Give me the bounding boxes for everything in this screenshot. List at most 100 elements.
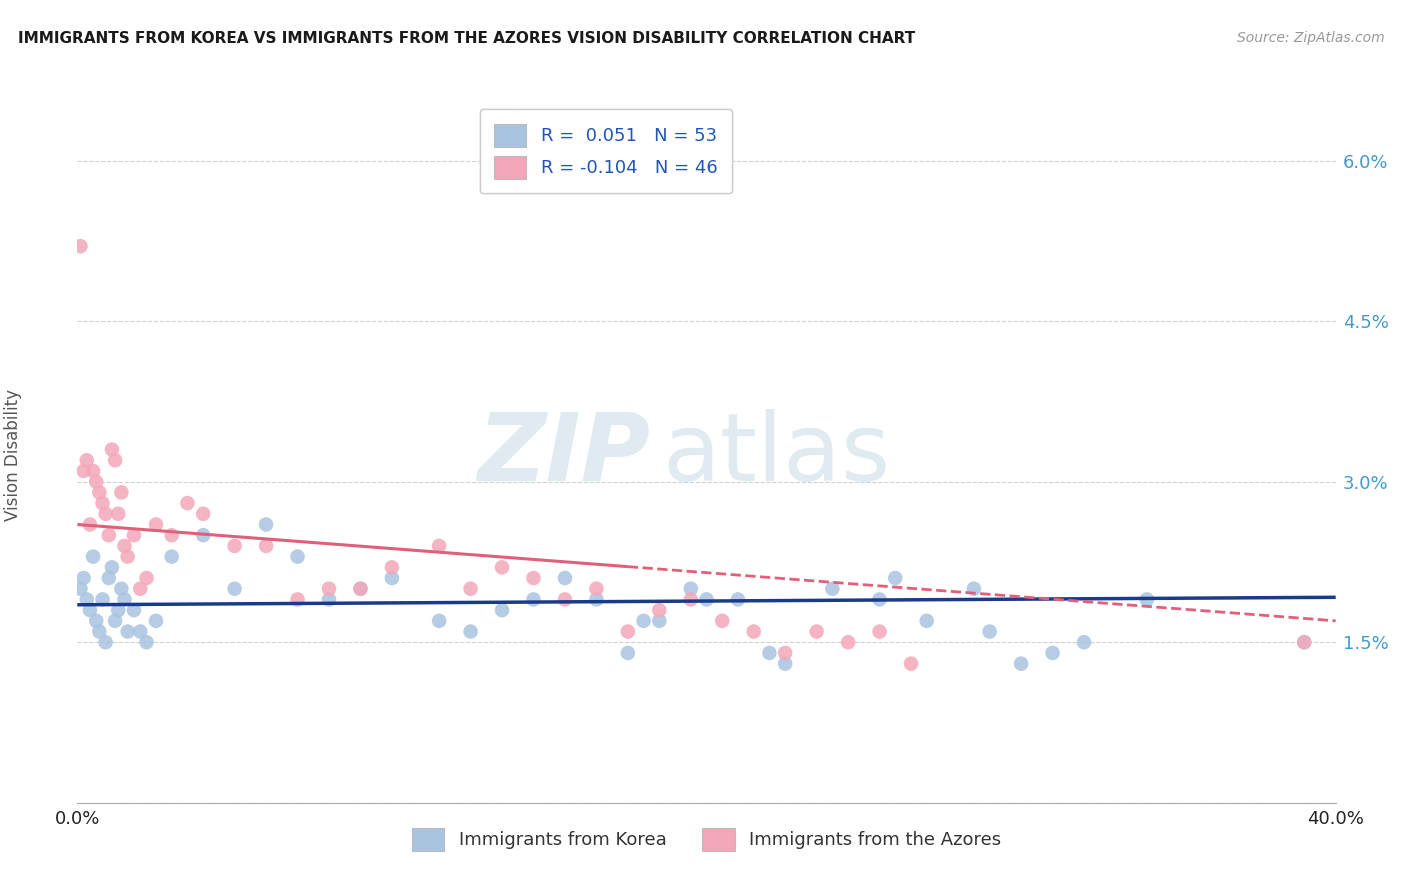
Point — [349, 582, 371, 596]
Point — [84, 614, 107, 628]
Point — [821, 582, 844, 596]
Point — [72, 464, 94, 478]
Point — [76, 453, 98, 467]
Point — [648, 614, 671, 628]
Point — [224, 582, 246, 596]
Point — [869, 624, 891, 639]
Point — [160, 549, 183, 564]
Point — [711, 614, 734, 628]
Point — [97, 571, 120, 585]
Point — [104, 453, 127, 467]
Point — [1294, 635, 1316, 649]
Point — [101, 442, 124, 457]
Point — [191, 507, 215, 521]
Point — [460, 624, 482, 639]
Point — [122, 603, 145, 617]
Y-axis label: Vision Disability: Vision Disability — [4, 389, 21, 521]
Point — [101, 560, 124, 574]
Point — [110, 485, 132, 500]
Point — [522, 571, 544, 585]
Point — [679, 592, 702, 607]
Text: atlas: atlas — [662, 409, 891, 501]
Point — [979, 624, 1001, 639]
Point — [72, 571, 94, 585]
Point — [617, 624, 640, 639]
Point — [76, 592, 98, 607]
Point — [554, 571, 576, 585]
Point — [129, 582, 152, 596]
Point — [1042, 646, 1064, 660]
Point — [427, 539, 450, 553]
Point — [135, 635, 157, 649]
Point — [69, 239, 91, 253]
Point — [114, 539, 136, 553]
Point — [122, 528, 145, 542]
Point — [287, 592, 309, 607]
Point — [915, 614, 938, 628]
Point — [837, 635, 859, 649]
Point — [104, 614, 127, 628]
Point — [89, 485, 111, 500]
Point — [94, 507, 117, 521]
Point — [460, 582, 482, 596]
Point — [91, 496, 114, 510]
Point — [254, 517, 277, 532]
Point — [129, 624, 152, 639]
Point — [554, 592, 576, 607]
Point — [110, 582, 132, 596]
Point — [900, 657, 922, 671]
Point — [806, 624, 828, 639]
Point — [1010, 657, 1032, 671]
Point — [79, 517, 101, 532]
Point — [963, 582, 986, 596]
Point — [318, 592, 340, 607]
Point — [145, 517, 167, 532]
Point — [145, 614, 167, 628]
Point — [381, 571, 404, 585]
Point — [1073, 635, 1095, 649]
Point — [1294, 635, 1316, 649]
Point — [107, 603, 129, 617]
Point — [97, 528, 120, 542]
Point — [884, 571, 907, 585]
Point — [160, 528, 183, 542]
Point — [91, 592, 114, 607]
Point — [758, 646, 780, 660]
Point — [491, 560, 513, 574]
Point — [585, 592, 607, 607]
Text: Source: ZipAtlas.com: Source: ZipAtlas.com — [1237, 31, 1385, 45]
Point — [114, 592, 136, 607]
Point — [224, 539, 246, 553]
Point — [318, 582, 340, 596]
Point — [94, 635, 117, 649]
Point — [773, 646, 796, 660]
Point — [117, 549, 139, 564]
Point — [869, 592, 891, 607]
Point — [381, 560, 404, 574]
Point — [135, 571, 157, 585]
Point — [191, 528, 215, 542]
Point — [585, 582, 607, 596]
Point — [79, 603, 101, 617]
Point — [648, 603, 671, 617]
Legend: Immigrants from Korea, Immigrants from the Azores: Immigrants from Korea, Immigrants from t… — [402, 819, 1011, 860]
Point — [176, 496, 198, 510]
Point — [727, 592, 749, 607]
Point — [742, 624, 765, 639]
Point — [84, 475, 107, 489]
Point — [82, 464, 104, 478]
Point — [117, 624, 139, 639]
Point — [1136, 592, 1159, 607]
Point — [522, 592, 544, 607]
Point — [696, 592, 718, 607]
Point — [491, 603, 513, 617]
Point — [679, 582, 702, 596]
Text: IMMIGRANTS FROM KOREA VS IMMIGRANTS FROM THE AZORES VISION DISABILITY CORRELATIO: IMMIGRANTS FROM KOREA VS IMMIGRANTS FROM… — [18, 31, 915, 46]
Point — [89, 624, 111, 639]
Point — [633, 614, 655, 628]
Point — [254, 539, 277, 553]
Point — [82, 549, 104, 564]
Point — [427, 614, 450, 628]
Point — [349, 582, 371, 596]
Point — [107, 507, 129, 521]
